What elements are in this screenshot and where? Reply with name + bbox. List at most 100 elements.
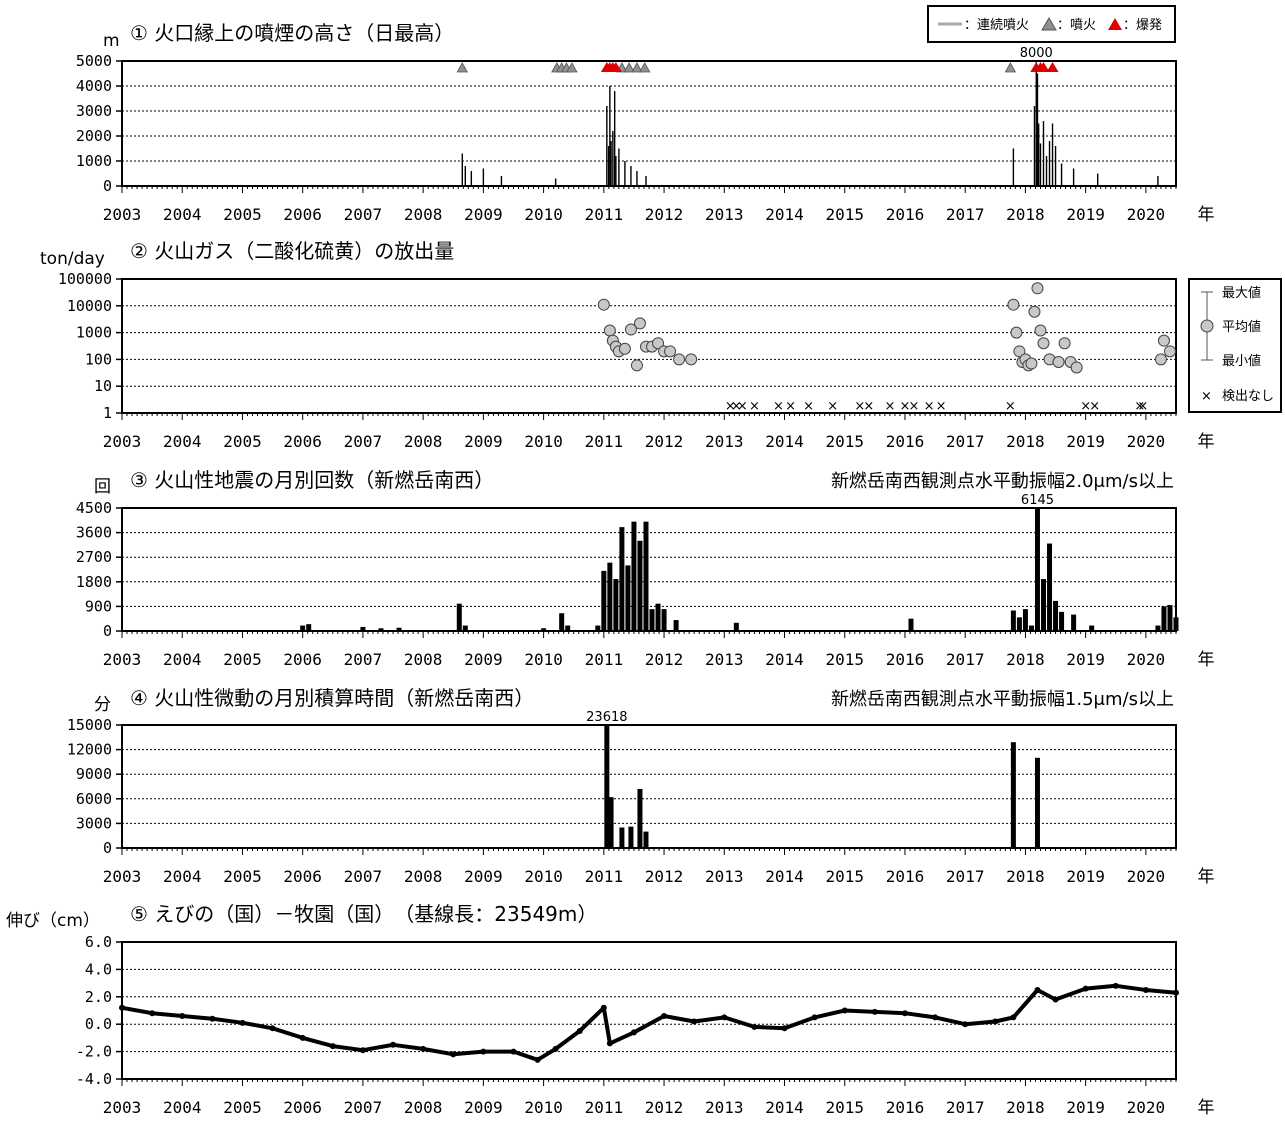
gas-mean-marker [624, 323, 637, 336]
panel-note: 新燃岳南西観測点水平動振幅2.0μm/s以上 [831, 471, 1174, 492]
y-tick-label: 6.0 [85, 933, 112, 951]
x-tick-label: 2009 [464, 1098, 503, 1117]
x-tick-label: 2011 [585, 205, 624, 224]
data-bar [1022, 609, 1028, 631]
gnss-trend-line [121, 983, 1177, 1062]
y-tick-label: 3000 [76, 102, 112, 120]
data-bar [630, 166, 632, 186]
overflow-annotation: 8000 [1020, 46, 1053, 61]
x-tick-label: 2009 [464, 867, 503, 886]
x-tick-label: 2010 [524, 205, 563, 224]
y-tick-label: 3600 [76, 524, 112, 542]
legend-gas-box [1188, 278, 1282, 413]
gas-mean-marker [1154, 353, 1167, 366]
x-tick-label: 2018 [1006, 205, 1045, 224]
x-tick-label: 2010 [524, 867, 563, 886]
x-tick-label: 2018 [1006, 1098, 1045, 1117]
y-tick-label: 1800 [76, 573, 112, 591]
gas-none-marker: × [1005, 399, 1016, 414]
x-tick-label: 2009 [464, 650, 503, 669]
overflow-annotation: 23618 [586, 710, 627, 725]
data-bar [595, 625, 601, 631]
x-tick-label: 2011 [585, 650, 624, 669]
data-bar [1089, 625, 1095, 631]
x-tick-label: 2012 [645, 1098, 684, 1117]
y-tick-label: 12000 [67, 741, 112, 759]
x-tick-label: 2018 [1006, 650, 1045, 669]
gas-mean-marker [630, 359, 643, 372]
data-bar [615, 156, 617, 186]
data-bar [637, 788, 643, 848]
explosion-marker [1037, 62, 1050, 72]
legend-eruption-label: ：噴火 [1057, 18, 1096, 33]
x-tick-label: 2012 [645, 867, 684, 886]
gas-none-marker: × [1137, 399, 1148, 414]
eruption-marker [1004, 62, 1017, 73]
x-tick-label: 2017 [946, 650, 985, 669]
x-tick-label: 2003 [103, 205, 142, 224]
y-tick-label: 15000 [67, 716, 112, 734]
x-tick-label: 2010 [524, 1098, 563, 1117]
data-bar [1054, 146, 1057, 186]
x-tick-label: 2015 [825, 867, 864, 886]
eruption-marker [566, 62, 578, 73]
data-bar [1173, 617, 1179, 631]
data-bar [1157, 176, 1159, 186]
x-axis-year-unit: 年 [1198, 867, 1215, 887]
data-bar [482, 168, 485, 186]
gas-mean-marker [597, 298, 610, 311]
y-tick-label: 0 [103, 622, 112, 640]
x-tick-label: 2008 [404, 205, 443, 224]
x-tick-label: 2018 [1006, 432, 1045, 451]
x-tick-label: 2013 [705, 205, 744, 224]
data-bar [1036, 73, 1039, 186]
panel-note: 新燃岳南西観測点水平動振幅1.5μm/s以上 [831, 689, 1174, 710]
x-tick-label: 2005 [223, 205, 262, 224]
x-tick-label: 2005 [223, 867, 262, 886]
panel-title: ⑤ えびの（国）－牧園（国） （基線長：23549m） [130, 902, 597, 926]
y-tick-label: 2700 [76, 548, 112, 566]
x-tick-label: 2020 [1127, 867, 1166, 886]
data-bar [610, 141, 612, 186]
legend-max-label: 最大値 [1222, 285, 1261, 301]
gas-mean-marker [673, 353, 686, 366]
data-bar [470, 171, 473, 186]
gas-mean-marker [652, 337, 665, 350]
panel-quake: ③ 火山性地震の月別回数（新燃岳南西） 回 新燃岳南西観測点水平動振幅2.0μm/s… [76, 468, 1215, 670]
data-bar [1167, 605, 1173, 631]
y-tick-label: 1000 [76, 324, 112, 342]
panel-title: ① 火口縁上の噴煙の高さ（日最高） [130, 21, 454, 45]
gas-mean-marker [1034, 324, 1047, 337]
y-axis-label: m [103, 31, 120, 51]
gas-mean-marker [1028, 305, 1041, 318]
eruption-marker [456, 62, 468, 73]
gas-none-marker: × [803, 399, 814, 414]
x-tick-label: 2014 [765, 867, 804, 886]
x-tick-label: 2005 [223, 650, 262, 669]
x-tick-label: 2019 [1066, 867, 1105, 886]
x-tick-label: 2013 [705, 650, 744, 669]
gas-none-marker: × [1134, 399, 1145, 414]
data-bar [624, 161, 626, 186]
chart-panels: ① 火口縁上の噴煙の高さ（日最高）m5000400030002000100002… [6, 21, 1215, 1118]
data-bar [613, 579, 619, 631]
data-bar [462, 625, 468, 631]
data-bar [1097, 173, 1099, 186]
data-bar [554, 178, 557, 186]
x-tick-label: 2014 [765, 205, 804, 224]
x-tick-label: 2003 [103, 432, 142, 451]
eruption-marker [639, 62, 651, 73]
gas-mean-marker [1025, 357, 1038, 370]
x-tick-label: 2013 [705, 867, 744, 886]
x-tick-label: 2015 [825, 650, 864, 669]
y-tick-label: 6000 [76, 790, 112, 808]
gas-mean-marker [1052, 355, 1065, 368]
y-tick-label: 0 [103, 839, 112, 857]
data-bar [643, 831, 649, 848]
gas-mean-marker [1157, 334, 1170, 347]
panel-title: ② 火山ガス（二酸化硫黄）の放出量 [130, 239, 454, 263]
x-tick-label: 2016 [886, 650, 925, 669]
